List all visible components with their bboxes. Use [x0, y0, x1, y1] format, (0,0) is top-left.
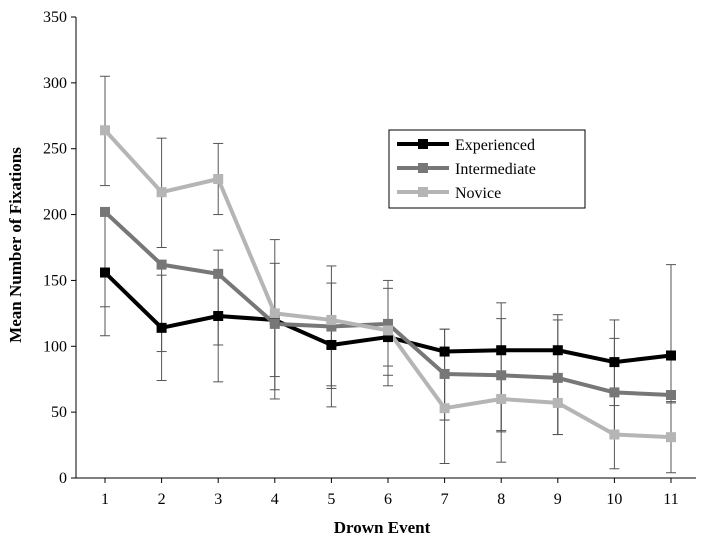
novice-point: [156, 187, 167, 198]
experienced-point: [496, 345, 507, 356]
novice-point: [439, 403, 450, 414]
y-tick-label: 50: [51, 404, 67, 421]
x-tick-label: 9: [554, 491, 562, 508]
x-tick-label: 8: [497, 491, 505, 508]
novice-point: [666, 432, 676, 443]
axes: [71, 16, 696, 483]
tick-labels: 0 50 100 150 200 250 300 350 1 2 3 4 5 6 7 8 9 10 11: [43, 9, 679, 508]
novice-point: [269, 308, 280, 319]
intermediate-point: [156, 259, 167, 270]
intermediate-point: [552, 372, 563, 383]
legend-marker-experienced: [418, 139, 428, 149]
series-markers: [100, 125, 676, 443]
experienced-point: [439, 346, 450, 357]
intermediate-point: [383, 318, 393, 329]
legend-marker-novice: [418, 187, 428, 197]
intermediate-point: [100, 206, 110, 217]
experienced-point: [156, 322, 167, 333]
x-axis-title: Drown Event: [334, 518, 431, 537]
experienced-point: [383, 332, 393, 343]
x-tick-label: 6: [384, 491, 392, 508]
y-tick-label: 300: [43, 75, 67, 92]
y-tick-label: 150: [43, 272, 67, 289]
x-tick-label: 2: [158, 491, 166, 508]
x-tick-label: 4: [271, 491, 279, 508]
novice-point: [326, 314, 337, 325]
legend-marker-intermediate: [418, 163, 428, 173]
intermediate-point: [269, 318, 280, 329]
x-tick-label: 7: [441, 491, 449, 508]
x-tick-label: 3: [214, 491, 222, 508]
y-tick-label: 200: [43, 207, 67, 224]
x-tick-label: 5: [327, 491, 335, 508]
error-bars: [100, 75, 676, 474]
y-axis-title: Mean Number of Fixations: [6, 147, 25, 343]
y-tick-label: 0: [59, 470, 67, 487]
novice-point: [552, 397, 563, 408]
y-tick-label: 100: [43, 338, 67, 355]
x-tick-label: 11: [663, 491, 678, 508]
intermediate-point: [326, 321, 337, 332]
novice-point: [100, 125, 110, 136]
experienced-point: [609, 357, 620, 368]
legend-label-experienced: Experienced: [455, 137, 535, 154]
legend: Experienced Intermediate Novice: [388, 129, 586, 209]
y-tick-label: 250: [43, 141, 67, 158]
legend-label-novice: Novice: [455, 185, 501, 202]
experienced-point: [552, 345, 563, 356]
novice-point: [496, 393, 507, 404]
intermediate-point: [609, 387, 620, 398]
intermediate-point: [439, 368, 450, 379]
intermediate-point: [496, 370, 507, 381]
novice-point: [609, 429, 620, 440]
experienced-point: [666, 350, 676, 361]
x-tick-label: 1: [101, 491, 109, 508]
y-tick-label: 350: [43, 9, 67, 26]
experienced-point: [326, 339, 337, 350]
experienced-point: [213, 310, 224, 321]
x-tick-label: 10: [606, 491, 622, 508]
intermediate-point: [213, 268, 224, 279]
experienced-point: [100, 267, 110, 278]
legend-label-intermediate: Intermediate: [455, 161, 536, 178]
novice-point: [213, 174, 224, 185]
intermediate-point: [666, 390, 676, 401]
novice-point: [383, 325, 393, 336]
